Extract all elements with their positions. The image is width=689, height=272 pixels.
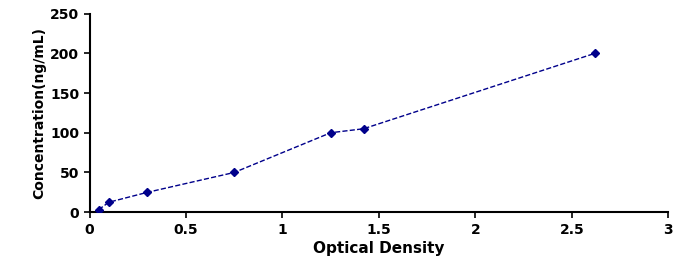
X-axis label: Optical Density: Optical Density [313, 241, 444, 256]
Y-axis label: Concentration(ng/mL): Concentration(ng/mL) [32, 27, 46, 199]
